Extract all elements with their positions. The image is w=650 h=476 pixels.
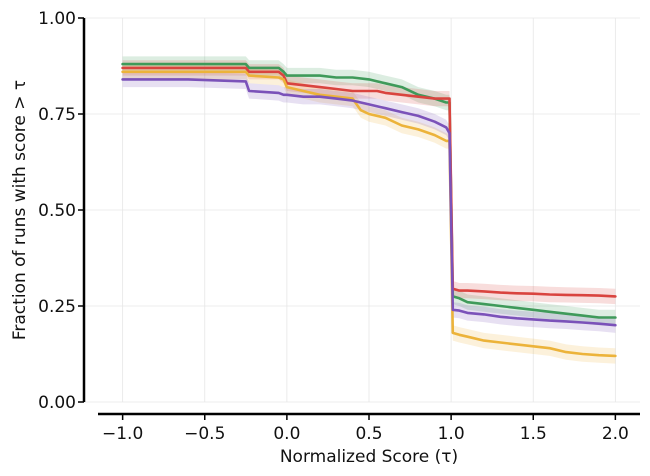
y-tick-label: 0.50 — [38, 201, 76, 221]
y-tick-label: 0.25 — [38, 297, 76, 317]
ticks: −1.0 −0.5 0.0 0.5 1.0 1.5 2.0 0.00 0.25 0.50 0.75 1… — [38, 9, 629, 444]
x-tick-label: 0.0 — [273, 424, 300, 444]
x-tick-label: 0.5 — [355, 424, 382, 444]
y-tick-label: 1.00 — [38, 9, 76, 29]
series-line-purple — [121, 78, 617, 327]
series-line-yellow — [121, 70, 617, 358]
y-tick-label: 0.00 — [38, 393, 76, 413]
y-axis-label: Fraction of runs with score > τ — [10, 80, 30, 340]
y-tick-label: 0.75 — [38, 105, 76, 125]
x-tick-label: −0.5 — [184, 424, 225, 444]
x-tick-label: 2.0 — [602, 424, 629, 444]
x-tick-label: 1.0 — [438, 424, 465, 444]
x-tick-label: −1.0 — [102, 424, 143, 444]
series-line-red — [121, 66, 617, 298]
series-lines — [121, 62, 617, 358]
series-line-green — [121, 62, 617, 319]
x-tick-label: 1.5 — [520, 424, 547, 444]
x-axis-label: Normalized Score (τ) — [280, 447, 458, 467]
